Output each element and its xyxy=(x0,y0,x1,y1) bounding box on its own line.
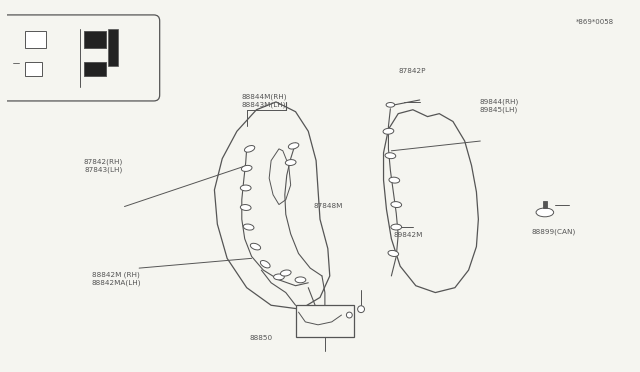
Ellipse shape xyxy=(289,143,299,149)
Text: 87848M: 87848M xyxy=(314,203,343,209)
Polygon shape xyxy=(383,110,478,292)
Ellipse shape xyxy=(241,185,251,191)
Ellipse shape xyxy=(250,243,260,250)
Ellipse shape xyxy=(241,166,252,171)
Text: 89842M: 89842M xyxy=(394,232,423,238)
Text: *869*0058: *869*0058 xyxy=(576,19,614,25)
Ellipse shape xyxy=(241,205,251,211)
Ellipse shape xyxy=(280,270,291,276)
Circle shape xyxy=(346,312,352,318)
Bar xyxy=(25,31,46,48)
FancyBboxPatch shape xyxy=(1,15,159,101)
Ellipse shape xyxy=(285,160,296,166)
Bar xyxy=(25,62,42,76)
Bar xyxy=(543,201,547,208)
Ellipse shape xyxy=(391,224,402,230)
Ellipse shape xyxy=(273,274,284,280)
Text: 87842(RH)
87843(LH): 87842(RH) 87843(LH) xyxy=(84,159,123,173)
Ellipse shape xyxy=(385,153,396,158)
Ellipse shape xyxy=(388,250,399,256)
Ellipse shape xyxy=(260,260,270,268)
Bar xyxy=(296,305,354,337)
Ellipse shape xyxy=(243,224,254,230)
Ellipse shape xyxy=(389,177,399,183)
Ellipse shape xyxy=(536,208,554,217)
Ellipse shape xyxy=(295,277,306,283)
Bar xyxy=(84,31,106,48)
Bar xyxy=(84,62,106,76)
Text: 89844(RH)
89845(LH): 89844(RH) 89845(LH) xyxy=(479,99,519,113)
Circle shape xyxy=(358,306,365,312)
Ellipse shape xyxy=(383,128,394,134)
Ellipse shape xyxy=(391,202,402,208)
Text: 88850: 88850 xyxy=(250,335,273,341)
Text: 88844M(RH)
88843M(LH): 88844M(RH) 88843M(LH) xyxy=(242,93,287,108)
Text: 87842P: 87842P xyxy=(398,68,426,74)
Ellipse shape xyxy=(244,145,255,152)
Text: 88842M (RH)
88842MA(LH): 88842M (RH) 88842MA(LH) xyxy=(92,272,141,286)
Bar xyxy=(108,29,118,66)
Text: 88899(CAN): 88899(CAN) xyxy=(531,228,576,235)
Polygon shape xyxy=(269,149,291,205)
Ellipse shape xyxy=(386,103,395,107)
Polygon shape xyxy=(214,102,330,309)
